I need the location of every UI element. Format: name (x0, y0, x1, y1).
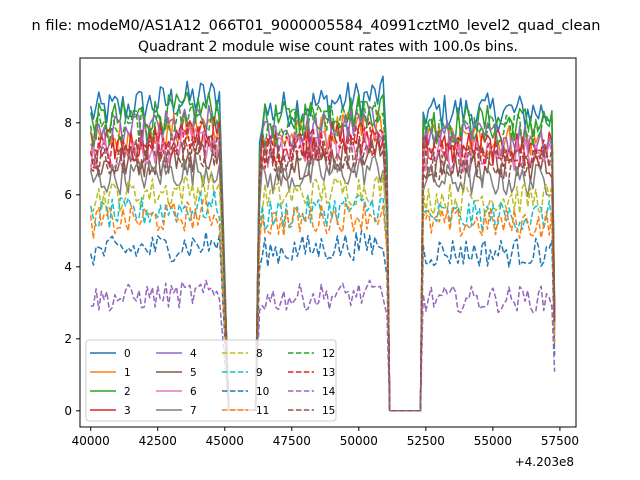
y-tick-label: 0 (64, 404, 72, 418)
y-tick-label: 6 (64, 188, 72, 202)
legend-label-2: 2 (124, 386, 131, 398)
x-tick-label: 47500 (273, 434, 311, 448)
chart-title: Quadrant 2 module wise count rates with … (138, 39, 518, 55)
y-tick-label: 8 (64, 116, 72, 130)
x-tick-label: 52500 (407, 434, 445, 448)
series-line-10 (89, 230, 556, 412)
series-line-15 (90, 133, 556, 412)
plot-frame (79, 57, 577, 428)
legend-label-11: 11 (256, 405, 269, 417)
legend-label-10: 10 (256, 386, 269, 398)
series-layer (89, 75, 556, 412)
legend-label-0: 0 (124, 348, 131, 360)
series-line-14 (90, 279, 556, 412)
series-line-8 (90, 170, 556, 412)
legend-label-1: 1 (124, 367, 131, 379)
x-tick-label: 50000 (340, 434, 378, 448)
legend-label-8: 8 (256, 348, 263, 360)
y-tick-label: 4 (64, 260, 72, 274)
x-tick-label: 45000 (206, 434, 244, 448)
series-line-7 (89, 154, 556, 412)
y-axis: 0 2 4 6 8 (64, 116, 80, 418)
series-line-4 (89, 104, 556, 412)
legend-label-15: 15 (322, 405, 335, 417)
x-tick-label: 42500 (139, 434, 177, 448)
legend-box (85, 339, 337, 422)
series-line-0 (89, 75, 556, 412)
series-line-9 (89, 189, 556, 412)
legend-label-7: 7 (190, 405, 197, 417)
legend-label-3: 3 (124, 405, 131, 417)
y-tick-label: 2 (64, 332, 72, 346)
series-line-11 (89, 199, 556, 412)
x-axis: 40000 42500 45000 47500 50000 52500 55000 57500 (72, 427, 579, 448)
legend-label-14: 14 (322, 386, 336, 398)
x-tick-label: 40000 (72, 434, 110, 448)
legend-label-4: 4 (190, 348, 197, 360)
series-line-12 (89, 100, 556, 412)
legend-label-6: 6 (190, 386, 197, 398)
legend-label-9: 9 (256, 367, 263, 379)
legend-label-13: 13 (322, 367, 335, 379)
x-offset-label: +4.203e8 (515, 455, 574, 469)
legend-label-12: 12 (322, 348, 335, 360)
figure-suptitle: n file: modeM0/AS1A12_066T01_9000005584_… (32, 18, 601, 34)
series-line-13 (89, 120, 556, 412)
x-tick-label: 55000 (474, 434, 512, 448)
x-tick-label: 57500 (541, 434, 579, 448)
legend-label-5: 5 (190, 367, 197, 379)
